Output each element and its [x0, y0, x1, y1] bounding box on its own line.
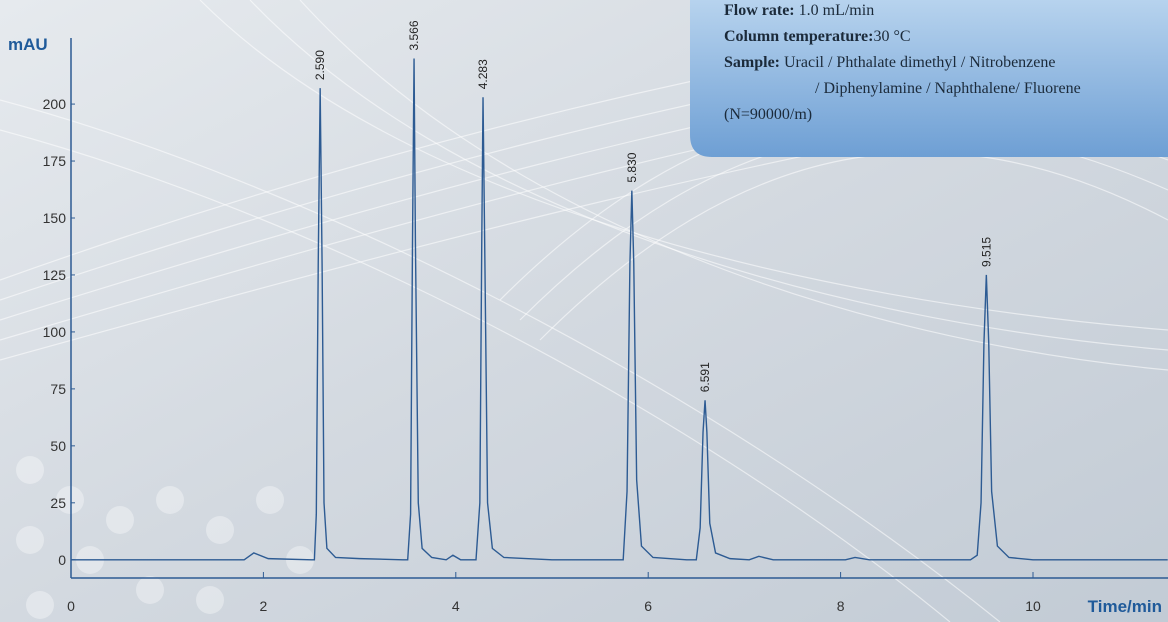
info-line: Sample: Uracil / Phthalate dimethyl / Ni…: [724, 54, 1055, 71]
x-tick-label: 8: [837, 598, 845, 614]
x-tick-label: 4: [452, 598, 460, 614]
chromatogram-line: [71, 58, 1168, 561]
info-label: Column temperature:: [724, 28, 873, 45]
info-line: Column temperature:30 °C: [724, 28, 911, 45]
info-box: [690, 0, 1168, 157]
info-line: (N=90000/m): [724, 106, 812, 123]
decoration-dots: [16, 456, 314, 619]
peak-label: 3.566: [407, 20, 421, 50]
info-value: Uracil / Phthalate dimethyl / Nitrobenze…: [780, 54, 1055, 71]
y-tick-label: 100: [43, 324, 67, 340]
y-tick-label: 25: [50, 495, 66, 511]
y-tick-label: 200: [43, 96, 67, 112]
info-value: / Diphenylamine / Naphthalene/ Fluorene: [815, 80, 1081, 97]
x-tick-label: 0: [67, 598, 75, 614]
info-label: Sample:: [724, 54, 780, 71]
y-tick-label: 0: [58, 552, 66, 568]
x-axis-title: Time/min: [1088, 597, 1162, 616]
y-tick-label: 50: [50, 438, 66, 454]
info-line: / Diphenylamine / Naphthalene/ Fluorene: [815, 80, 1081, 97]
x-tick-label: 2: [260, 598, 268, 614]
peak-label: 9.515: [979, 237, 993, 267]
x-tick-label: 6: [644, 598, 652, 614]
info-line: Flow rate: 1.0 mL/min: [724, 2, 874, 19]
info-value: 1.0 mL/min: [795, 2, 875, 19]
x-tick-label: 10: [1025, 598, 1041, 614]
y-tick-label: 175: [43, 153, 67, 169]
y-tick-label: 150: [43, 210, 67, 226]
y-tick-label: 75: [50, 381, 66, 397]
info-value: 30 °C: [873, 28, 910, 45]
peak-label: 6.591: [698, 362, 712, 392]
info-text: Flow rate: 1.0 mL/min Column temperature:…: [724, 2, 1081, 123]
peak-label: 5.830: [625, 152, 639, 182]
info-value: (N=90000/m): [724, 106, 812, 123]
peak-label: 2.590: [313, 50, 327, 80]
y-tick-label: 125: [43, 267, 67, 283]
peak-label: 4.283: [476, 59, 490, 89]
y-axis-title: mAU: [8, 35, 48, 54]
info-label: Flow rate:: [724, 2, 795, 19]
